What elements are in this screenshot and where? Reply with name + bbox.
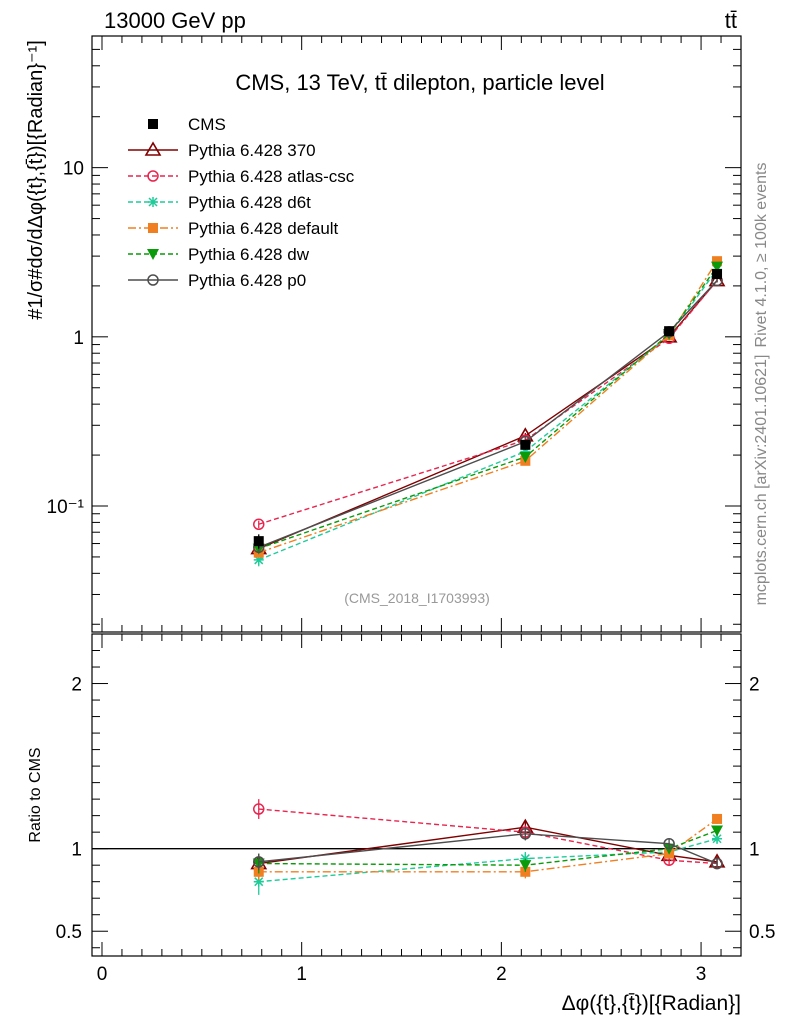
analysis-id: (CMS_2018_I1703993): [344, 590, 490, 606]
point-cms: [712, 269, 723, 280]
legend-label-pythia-6-428-default: Pythia 6.428 default: [188, 219, 339, 238]
ratio-y-axis-label: Ratio to CMS: [27, 747, 44, 842]
legend-label-pythia-6-428-atlas-csc: Pythia 6.428 atlas-csc: [188, 167, 355, 186]
point-cms: [253, 536, 264, 547]
legend-marker-pythia-6-428-p0: [147, 274, 159, 286]
x-tick-label: 1: [296, 964, 307, 985]
legend-marker-cms: [148, 119, 158, 129]
ratio-tick-label-left: 1: [71, 840, 82, 861]
ratio-line-pythia-6-428-p0: [258, 833, 718, 865]
source-label: mcplots.cern.ch [arXiv:2401.10621]: [753, 355, 770, 606]
legend-marker-pythia-6-428-370: [144, 141, 162, 156]
ratio-point-pythia-6-428-p0: [663, 837, 675, 850]
ratio-tick-label-right: 2: [749, 675, 760, 696]
process-label: tt̄: [725, 8, 737, 33]
legend-label-pythia-6-428-p0: Pythia 6.428 p0: [188, 271, 306, 290]
x-tick-label: 3: [696, 964, 707, 985]
ratio-point-pythia-6-428-dw: [711, 825, 724, 837]
legend-label-pythia-6-428-370: Pythia 6.428 370: [188, 141, 316, 160]
ratio-tick-label-left: 0.5: [56, 922, 82, 943]
series-line-pythia-6-428-atlas-csc: [258, 280, 718, 525]
legend-marker-pythia-6-428-default: [148, 223, 158, 233]
legend-label-cms: CMS: [188, 115, 226, 134]
x-axis-label: Δφ({t},{t̄})[{Radian}]: [562, 992, 741, 1015]
ratio-line-pythia-6-428-370: [258, 826, 718, 865]
series-line-pythia-6-428-p0: [258, 280, 718, 548]
chart-title: CMS, 13 TeV, tt̄ dilepton, particle leve…: [235, 70, 604, 95]
legend-label-pythia-6-428-dw: Pythia 6.428 dw: [188, 245, 310, 264]
point-pythia-6-428-dw: [519, 451, 532, 463]
main-axis-ticks: 10⁻¹ 1 10: [47, 35, 741, 632]
point-pythia-6-428-atlas-csc: [252, 518, 265, 531]
ratio-line-pythia-6-428-dw: [258, 829, 718, 866]
ratio-point-pythia-6-428-p0: [519, 828, 532, 840]
point-pythia-6-428-default: [712, 256, 723, 267]
rivet-label: Rivet 4.1.0, ≥ 100k events: [753, 163, 770, 348]
point-cms: [664, 326, 675, 337]
ratio-line-pythia-6-428-atlas-csc: [258, 808, 718, 865]
series-line-pythia-6-428-dw: [258, 266, 718, 550]
legend-marker-pythia-6-428-atlas-csc: [147, 170, 159, 182]
ratio-tick-label-left: 2: [71, 675, 82, 696]
series-line-pythia-6-428-d6t: [258, 269, 718, 561]
ratio-axis-ticks: 0 1 2 3 0.5 0.5 1 1 2 2: [56, 634, 775, 985]
ratio-series-group: [250, 799, 726, 895]
ratio-frame: [91, 633, 742, 957]
legend-label-pythia-6-428-d6t: Pythia 6.428 d6t: [188, 193, 311, 212]
ratio-point-pythia-6-428-d6t: [712, 833, 723, 844]
ratio-point-pythia-6-428-atlas-csc: [252, 803, 265, 815]
ratio-point-pythia-6-428-d6t: [520, 853, 531, 864]
x-tick-label: 0: [97, 964, 108, 985]
ratio-tick-label-right: 0.5: [749, 922, 775, 943]
main-series-group: [250, 256, 726, 567]
series-line-pythia-6-428-default: [258, 260, 718, 554]
ratio-point-pythia-6-428-default: [712, 813, 723, 824]
ratio-point-pythia-6-428-dw: [519, 860, 532, 872]
x-tick-label: 2: [496, 964, 507, 985]
point-pythia-6-428-dw: [711, 261, 724, 273]
y-tick-label: 1: [73, 328, 84, 349]
ratio-tick-label-right: 1: [749, 840, 760, 861]
energy-label: 13000 GeV pp: [104, 8, 246, 33]
y-tick-label: 10⁻¹: [47, 497, 85, 518]
legend-marker-pythia-6-428-dw: [147, 249, 159, 260]
ratio-line-pythia-6-428-d6t: [258, 838, 718, 883]
ratio-point-pythia-6-428-p0: [252, 856, 265, 868]
series-line-pythia-6-428-370: [258, 280, 718, 550]
main-frame: [91, 35, 742, 633]
point-cms: [520, 439, 531, 450]
ratio-point-pythia-6-428-p0: [711, 857, 723, 870]
y-axis-label: #1/σ#dσ/dΔφ({t},{t̄})[{Radian}⁻¹]: [25, 40, 47, 320]
ratio-line-pythia-6-428-default: [258, 818, 718, 873]
point-pythia-6-428-d6t: [253, 554, 264, 565]
y-tick-label: 10: [63, 159, 84, 180]
ratio-point-pythia-6-428-d6t: [253, 876, 264, 887]
point-pythia-6-428-d6t: [520, 446, 531, 457]
legend-marker-pythia-6-428-d6t: [148, 197, 158, 207]
legend: CMS Pythia 6.428 370 Pythia 6.428 atlas-cs…: [128, 115, 355, 290]
